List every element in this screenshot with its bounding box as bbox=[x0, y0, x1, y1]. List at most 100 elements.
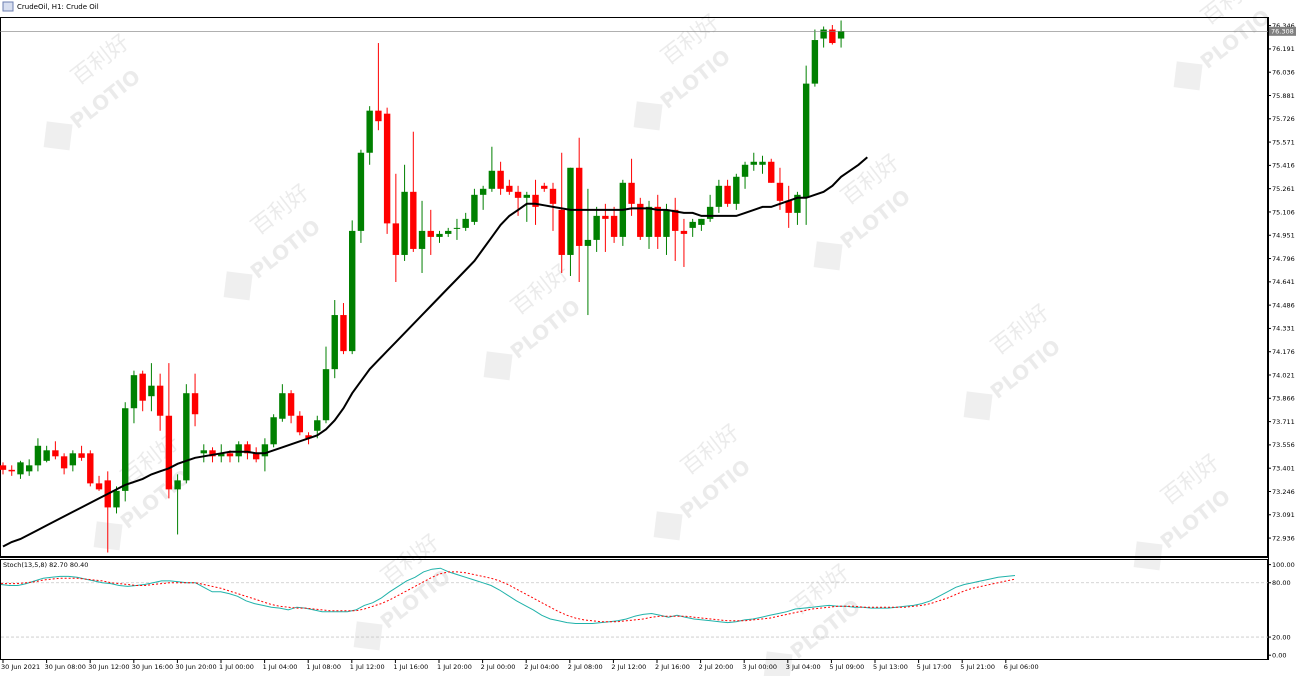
stoch-axis: 100.00 80.00 20.00 0.00 bbox=[1268, 561, 1295, 659]
price-tick: 76.191 bbox=[1268, 45, 1295, 53]
svg-text:100.00: 100.00 bbox=[1272, 561, 1295, 569]
svg-text:73.556: 73.556 bbox=[1272, 441, 1295, 449]
stoch-indicator-label: Stoch(13,5,8) 82.70 80.40 bbox=[3, 561, 88, 569]
time-tick: 2 Jul 00:00 bbox=[481, 660, 515, 671]
svg-text:5 Jul 09:00: 5 Jul 09:00 bbox=[829, 663, 864, 671]
stochastic-panel[interactable] bbox=[0, 559, 1268, 660]
current-price-tag: 76.308 bbox=[1269, 26, 1296, 36]
svg-text:75.726: 75.726 bbox=[1272, 115, 1295, 123]
time-tick: 1 Jul 00:00 bbox=[219, 660, 254, 671]
svg-text:73.866: 73.866 bbox=[1272, 395, 1295, 403]
candle bbox=[837, 20, 845, 48]
candle bbox=[60, 453, 68, 475]
candles-group bbox=[0, 20, 845, 553]
svg-text:30 Jun 2021: 30 Jun 2021 bbox=[1, 663, 40, 671]
svg-text:75.416: 75.416 bbox=[1272, 162, 1295, 170]
svg-text:75.881: 75.881 bbox=[1272, 92, 1295, 100]
candle bbox=[78, 445, 85, 461]
candle bbox=[418, 200, 426, 273]
svg-text:1 Jul 08:00: 1 Jul 08:00 bbox=[306, 663, 341, 671]
svg-text:73.711: 73.711 bbox=[1272, 418, 1295, 426]
candle bbox=[34, 438, 42, 472]
time-tick: 2 Jul 12:00 bbox=[611, 660, 646, 671]
svg-text:6 Jul 06:00: 6 Jul 06:00 bbox=[1004, 663, 1039, 671]
time-tick: 30 Jun 2021 bbox=[1, 660, 40, 671]
price-tick: 73.711 bbox=[1268, 418, 1295, 426]
price-tick: 74.951 bbox=[1268, 232, 1295, 240]
candle bbox=[654, 194, 661, 249]
time-tick: 6 Jul 06:00 bbox=[1004, 660, 1039, 671]
svg-text:75.106: 75.106 bbox=[1272, 208, 1295, 216]
candle bbox=[349, 220, 356, 355]
price-tick: 74.176 bbox=[1268, 348, 1295, 356]
candle bbox=[829, 25, 836, 45]
candle bbox=[43, 445, 50, 463]
candle bbox=[506, 179, 513, 195]
candle bbox=[759, 155, 766, 174]
candle bbox=[279, 384, 286, 422]
price-axis[interactable]: 76.346 76.191 76.036 75.881 75.726 75.571 75.4… bbox=[1268, 17, 1295, 660]
svg-text:30 Jun 16:00: 30 Jun 16:00 bbox=[132, 663, 173, 671]
time-tick: 2 Jul 20:00 bbox=[699, 660, 733, 671]
time-tick: 3 Jul 04:00 bbox=[786, 660, 821, 671]
candle bbox=[322, 346, 330, 424]
svg-text:76.191: 76.191 bbox=[1272, 45, 1295, 53]
svg-text:1 Jul 16:00: 1 Jul 16:00 bbox=[393, 663, 428, 671]
time-tick: 5 Jul 13:00 bbox=[873, 660, 908, 671]
candle bbox=[680, 218, 688, 267]
svg-text:1 Jul 04:00: 1 Jul 04:00 bbox=[263, 663, 298, 671]
svg-text:2 Jul 16:00: 2 Jul 16:00 bbox=[655, 663, 690, 671]
candle bbox=[252, 447, 260, 463]
svg-text:30 Jun 12:00: 30 Jun 12:00 bbox=[88, 663, 129, 671]
stoch-tick: 20.00 bbox=[1268, 633, 1291, 641]
svg-text:1 Jul 20:00: 1 Jul 20:00 bbox=[437, 663, 472, 671]
price-tick: 75.571 bbox=[1268, 138, 1295, 146]
candle bbox=[672, 197, 679, 261]
stoch-tick: 80.00 bbox=[1268, 579, 1291, 587]
price-tick: 74.641 bbox=[1268, 278, 1295, 286]
svg-text:76.346: 76.346 bbox=[1272, 22, 1295, 30]
svg-text:30 Jun 08:00: 30 Jun 08:00 bbox=[45, 663, 86, 671]
time-tick: 2 Jul 16:00 bbox=[655, 660, 690, 671]
candle bbox=[488, 146, 496, 192]
svg-text:30 Jun 20:00: 30 Jun 20:00 bbox=[175, 663, 216, 671]
candle bbox=[445, 227, 452, 237]
time-axis[interactable]: 30 Jun 2021 30 Jun 08:00 30 Jun 12:00 30 Ju… bbox=[1, 660, 1039, 671]
candle bbox=[25, 459, 33, 476]
candle bbox=[785, 185, 792, 228]
svg-text:74.021: 74.021 bbox=[1272, 371, 1295, 379]
svg-text:1 Jul 12:00: 1 Jul 12:00 bbox=[350, 663, 385, 671]
stoch-levels bbox=[1, 582, 1268, 638]
candle bbox=[479, 185, 487, 210]
candle bbox=[523, 191, 530, 222]
svg-text:75.571: 75.571 bbox=[1272, 138, 1295, 146]
svg-text:5 Jul 21:00: 5 Jul 21:00 bbox=[960, 663, 995, 671]
candle bbox=[270, 414, 277, 448]
candle bbox=[183, 384, 190, 484]
svg-text:3 Jul 00:00: 3 Jul 00:00 bbox=[742, 663, 777, 671]
price-tick: 72.936 bbox=[1268, 534, 1295, 542]
price-tick: 73.866 bbox=[1268, 395, 1295, 403]
time-tick: 2 Jul 08:00 bbox=[568, 660, 603, 671]
time-tick: 1 Jul 12:00 bbox=[350, 660, 385, 671]
candle bbox=[462, 212, 469, 231]
candle bbox=[139, 370, 146, 412]
candle bbox=[165, 363, 173, 499]
chart-title: CrudeOil, H1: Crude Oil bbox=[17, 3, 99, 11]
candle bbox=[52, 441, 59, 460]
svg-text:73.246: 73.246 bbox=[1272, 488, 1295, 496]
candle bbox=[174, 474, 181, 535]
candle bbox=[541, 182, 548, 192]
price-tick: 74.331 bbox=[1268, 325, 1295, 333]
candle bbox=[383, 107, 391, 234]
price-tick: 75.726 bbox=[1268, 115, 1295, 123]
candle bbox=[724, 179, 731, 207]
time-tick: 1 Jul 08:00 bbox=[306, 660, 341, 671]
main-price-panel[interactable] bbox=[0, 17, 1268, 557]
time-tick: 5 Jul 21:00 bbox=[960, 660, 995, 671]
candle bbox=[69, 450, 77, 472]
candle bbox=[200, 444, 207, 463]
svg-text:74.486: 74.486 bbox=[1272, 301, 1295, 309]
